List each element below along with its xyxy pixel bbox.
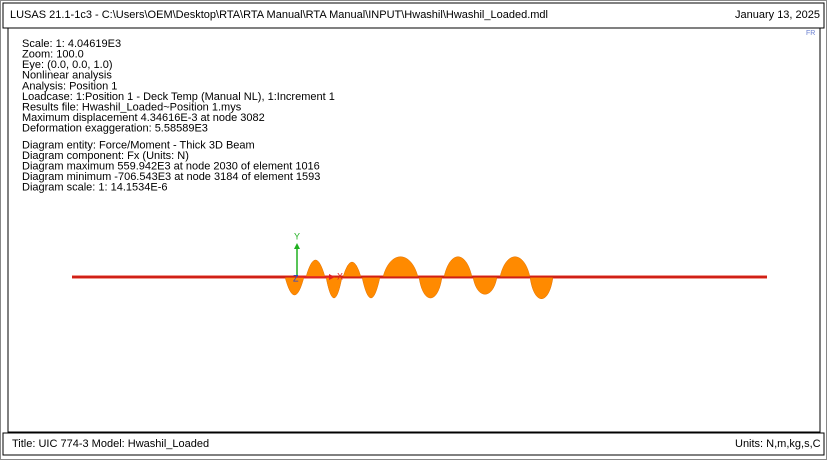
info-line: Scale: 1: 4.04619E3: [22, 38, 121, 50]
header-title: LUSAS 21.1-1c3 - C:\Users\OEM\Desktop\RT…: [10, 9, 548, 21]
footer-title: Title: UIC 774-3 Model: Hwashil_Loaded: [12, 438, 209, 450]
info-line: Results file: Hwashil_Loaded~Position 1.…: [22, 102, 242, 114]
footer-units: Units: N,m,kg,s,C: [735, 438, 821, 450]
y-axis-label: Y: [294, 231, 300, 241]
z-axis-label: Z: [293, 273, 299, 283]
footer-bar: [2, 432, 825, 456]
header-date: January 13, 2025: [735, 9, 820, 21]
diagram-line: Diagram maximum 559.942E3 at node 2030 o…: [22, 161, 320, 173]
info-line: Eye: (0.0, 0.0, 1.0): [22, 59, 113, 71]
info-line: Maximum displacement 4.34616E-3 at node …: [22, 112, 265, 124]
info-line: Nonlinear analysis: [22, 70, 112, 82]
x-axis-label: X: [337, 271, 343, 281]
diagram-line: Diagram entity: Force/Moment - Thick 3D …: [22, 139, 255, 151]
info-line: Zoom: 100.0: [22, 49, 84, 61]
diagram-line: Diagram scale: 1: 14.1534E-6: [22, 182, 168, 194]
diagram-line: Diagram component: Fx (Units: N): [22, 150, 189, 162]
x-arrow-head: [329, 274, 335, 280]
info-line: Deformation exaggeration: 5.58589E3: [22, 123, 208, 135]
diagram-line: Diagram minimum -706.543E3 at node 3184 …: [22, 171, 320, 183]
viewport: [7, 27, 821, 433]
info-line: Analysis: Position 1: [22, 80, 117, 92]
header-bar: [2, 2, 825, 29]
force-diagram: [284, 256, 554, 299]
info-line: Loadcase: 1:Position 1 - Deck Temp (Manu…: [22, 91, 335, 103]
corner-label: FR: [806, 30, 815, 37]
y-arrow-head: [294, 243, 300, 249]
